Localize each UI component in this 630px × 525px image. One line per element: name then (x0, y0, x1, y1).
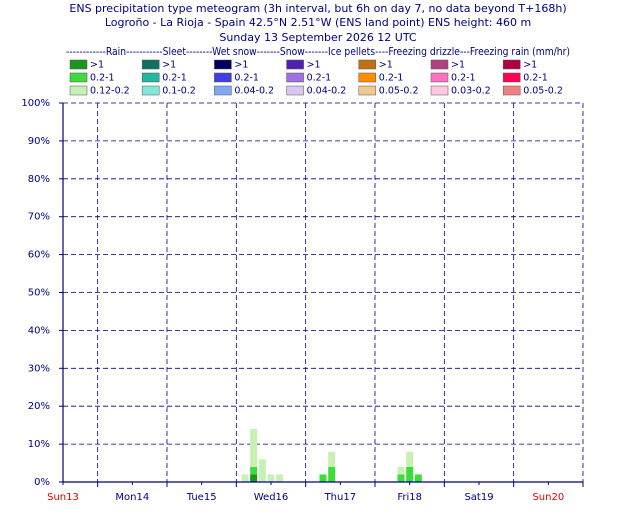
y-tick-label: 0% (34, 477, 50, 488)
bar (328, 451, 336, 467)
legend-swatch (502, 59, 521, 70)
x-tick-label: Mon14 (115, 492, 149, 503)
x-tick-label: Wed16 (254, 492, 289, 503)
x-tick-label: Sat19 (464, 492, 493, 503)
legend-swatch (69, 72, 88, 83)
legend-swatch (286, 72, 304, 83)
legend-swatch (69, 59, 88, 70)
legend-label: >1 (307, 60, 321, 71)
legend-swatch (430, 59, 449, 70)
legend-label: >1 (451, 60, 465, 71)
y-tick-label: 60% (28, 250, 50, 261)
x-tick-label: Sun20 (532, 492, 564, 503)
bar (406, 451, 414, 467)
legend-label: 0.2-1 (451, 73, 476, 84)
legend-swatch (141, 59, 160, 70)
legend-label: 0.05-0.2 (523, 86, 563, 97)
bar (414, 474, 422, 482)
legend-label: >1 (379, 60, 393, 71)
bar (258, 459, 266, 482)
y-tick-label: 80% (28, 174, 50, 185)
y-tick-label: 100% (21, 98, 50, 109)
legend-swatch (358, 59, 377, 70)
legend-label: 0.2-1 (90, 73, 115, 84)
legend-label: 0.2-1 (379, 73, 404, 84)
legend-label: >1 (162, 60, 176, 71)
x-tick-label: Sun13 (47, 492, 79, 503)
bar (241, 474, 249, 482)
legend-label: 0.03-0.2 (451, 86, 491, 97)
legend-swatch (141, 85, 160, 96)
bar (250, 466, 258, 475)
chart-title: ENS precipitation type meteogram (3h int… (69, 2, 566, 15)
legend-label: >1 (90, 60, 104, 71)
legend-label: 0.12-0.2 (90, 86, 130, 97)
y-tick-label: 70% (28, 212, 50, 223)
bar (250, 474, 258, 482)
legend-swatch (214, 59, 232, 70)
y-tick-label: 20% (28, 401, 50, 412)
x-tick-label: Thu17 (324, 492, 357, 503)
date-line: Sunday 13 September 2026 12 UTC (219, 31, 417, 44)
y-tick-label: 30% (28, 363, 50, 374)
bar (328, 466, 336, 482)
x-tick-label: Tue15 (186, 492, 217, 503)
legend-swatch (69, 85, 88, 96)
legend-header: ------------Rain-----------Sleet--------… (66, 45, 570, 58)
legend-swatch (141, 72, 160, 83)
bar (250, 428, 258, 467)
legend-swatch (358, 85, 377, 96)
legend-swatch (430, 85, 449, 96)
legend-swatch (286, 59, 304, 70)
y-tick-label: 50% (28, 288, 50, 299)
legend-swatch (214, 85, 232, 96)
legend-label: 0.1-0.2 (162, 86, 196, 97)
legend-label: 0.2-1 (162, 73, 187, 84)
legend-label: 0.05-0.2 (379, 86, 419, 97)
legend-label: 0.2-1 (307, 73, 332, 84)
bar (267, 474, 275, 482)
legend-swatch (502, 85, 521, 96)
legend-label: >1 (523, 60, 537, 71)
legend-swatch (502, 72, 521, 83)
chart-subtitle: Logroño - La Rioja - Spain 42.5°N 2.51°W… (105, 16, 531, 29)
legend-swatch (286, 85, 304, 96)
legend-swatch (430, 72, 449, 83)
x-tick-label: Fri18 (397, 492, 422, 503)
legend-swatch (358, 72, 377, 83)
legend-label: 0.2-1 (523, 73, 548, 84)
y-tick-label: 40% (28, 325, 50, 336)
y-tick-label: 90% (28, 136, 50, 147)
bar (406, 466, 414, 482)
legend-label: 0.04-0.2 (234, 86, 274, 97)
legend-label: 0.2-1 (234, 73, 259, 84)
y-tick-label: 10% (28, 439, 50, 450)
bar (319, 474, 327, 482)
legend-swatch (214, 72, 232, 83)
legend-label: >1 (234, 60, 248, 71)
legend-label: 0.04-0.2 (307, 86, 347, 97)
bar (397, 466, 405, 475)
bar (397, 474, 405, 482)
bar (276, 474, 284, 482)
